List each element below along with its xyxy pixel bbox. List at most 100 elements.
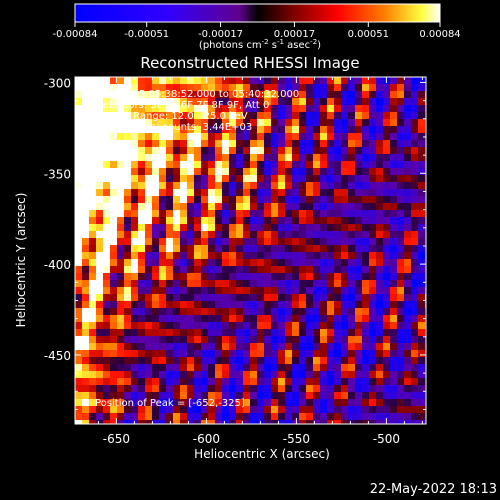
heatmap-cell xyxy=(75,413,82,420)
heatmap-cell xyxy=(138,406,145,413)
heatmap-cell xyxy=(229,161,236,168)
heatmap-cell xyxy=(187,84,194,91)
heatmap-cell xyxy=(404,154,411,161)
y-tick-label: -400 xyxy=(44,258,71,272)
heatmap-cell xyxy=(271,91,278,98)
heatmap-cell xyxy=(348,203,355,210)
heatmap-cell xyxy=(187,364,194,371)
heatmap-cell xyxy=(236,266,243,273)
heatmap-cell xyxy=(292,196,299,203)
heatmap-cell xyxy=(320,336,327,343)
heatmap-cell xyxy=(285,364,292,371)
heatmap-cell xyxy=(152,343,159,350)
heatmap-cell xyxy=(75,140,82,147)
heatmap-cell xyxy=(418,168,425,175)
heatmap-cell xyxy=(201,238,208,245)
heatmap-cell xyxy=(418,175,425,182)
heatmap-cell xyxy=(355,224,362,231)
heatmap-cell xyxy=(376,259,383,266)
heatmap-cell xyxy=(103,189,110,196)
heatmap-cell xyxy=(215,420,222,424)
heatmap-cell xyxy=(397,105,404,112)
heatmap-cell xyxy=(131,238,138,245)
heatmap-cell xyxy=(82,329,89,336)
heatmap-cell xyxy=(166,238,173,245)
heatmap-cell xyxy=(271,203,278,210)
heatmap-cell xyxy=(117,301,124,308)
heatmap-cell xyxy=(376,238,383,245)
heatmap-cell xyxy=(180,84,187,91)
heatmap-cell xyxy=(124,392,131,399)
heatmap-cell xyxy=(369,266,376,273)
heatmap-cell xyxy=(397,119,404,126)
heatmap-cell xyxy=(306,147,313,154)
heatmap-cell xyxy=(152,301,159,308)
heatmap-cell xyxy=(89,329,96,336)
heatmap-cell xyxy=(348,378,355,385)
heatmap-cell xyxy=(411,238,418,245)
heatmap-cell xyxy=(250,161,257,168)
heatmap-cell xyxy=(299,112,306,119)
heatmap-cell xyxy=(222,140,229,147)
heatmap-cell xyxy=(397,91,404,98)
heatmap-cell xyxy=(285,154,292,161)
heatmap-cell xyxy=(411,378,418,385)
heatmap-cell xyxy=(236,98,243,105)
heatmap-cell xyxy=(117,315,124,322)
heatmap-cell xyxy=(348,308,355,315)
heatmap-cell xyxy=(278,175,285,182)
heatmap-cell xyxy=(278,105,285,112)
heatmap-cell xyxy=(201,84,208,91)
heatmap-cell xyxy=(117,357,124,364)
heatmap-cell xyxy=(369,119,376,126)
heatmap-cell xyxy=(103,245,110,252)
heatmap-cell xyxy=(348,420,355,424)
heatmap-cell xyxy=(362,350,369,357)
heatmap-cell xyxy=(96,140,103,147)
heatmap-cell xyxy=(145,119,152,126)
heatmap-cell xyxy=(243,147,250,154)
heatmap-cell xyxy=(257,210,264,217)
heatmap-cell xyxy=(411,399,418,406)
heatmap-cell xyxy=(397,196,404,203)
heatmap-cell xyxy=(250,357,257,364)
heatmap-cell xyxy=(348,175,355,182)
heatmap-cell xyxy=(404,301,411,308)
heatmap-cell xyxy=(110,203,117,210)
heatmap-cell xyxy=(271,420,278,424)
heatmap-cell xyxy=(257,182,264,189)
heatmap-cell xyxy=(124,224,131,231)
heatmap-cell xyxy=(159,189,166,196)
heatmap-cell xyxy=(418,413,425,420)
heatmap-cell xyxy=(250,119,257,126)
heatmap-cell xyxy=(229,385,236,392)
heatmap-cell xyxy=(194,154,201,161)
heatmap-cell xyxy=(215,126,222,133)
heatmap-cell xyxy=(82,287,89,294)
heatmap-cell xyxy=(110,126,117,133)
heatmap-cell xyxy=(229,238,236,245)
heatmap-cell xyxy=(145,196,152,203)
heatmap-cell xyxy=(320,77,327,84)
heatmap-cell xyxy=(236,210,243,217)
heatmap-cell xyxy=(138,315,145,322)
heatmap-cell xyxy=(285,378,292,385)
heatmap-cell xyxy=(369,196,376,203)
heatmap-cell xyxy=(159,140,166,147)
heatmap-cell xyxy=(327,168,334,175)
heatmap-cell xyxy=(82,175,89,182)
heatmap-cell xyxy=(117,420,124,424)
heatmap-cell xyxy=(362,301,369,308)
heatmap-cell xyxy=(348,126,355,133)
heatmap-cell xyxy=(236,385,243,392)
heatmap-cell xyxy=(306,350,313,357)
heatmap-cell xyxy=(278,259,285,266)
heatmap-cell xyxy=(152,119,159,126)
heatmap-cell xyxy=(173,168,180,175)
heatmap-cell xyxy=(152,196,159,203)
heatmap-cell xyxy=(180,308,187,315)
heatmap-cell xyxy=(285,140,292,147)
heatmap-cell xyxy=(173,210,180,217)
heatmap-cell xyxy=(285,413,292,420)
heatmap-cell xyxy=(411,315,418,322)
